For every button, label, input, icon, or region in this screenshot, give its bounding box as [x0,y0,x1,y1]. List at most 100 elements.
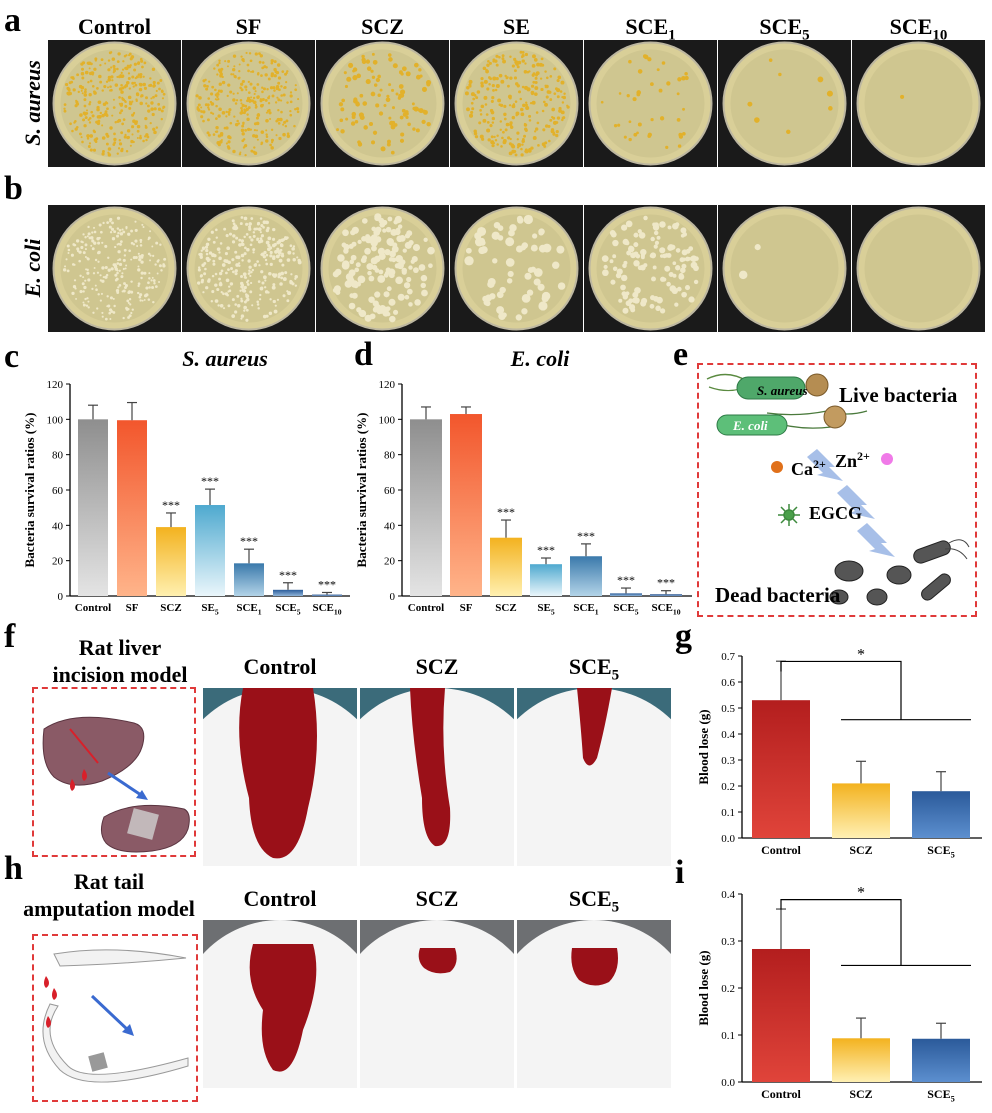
category-label: SCE5 [927,1087,955,1104]
bar [832,783,890,838]
tick-label: 20 [384,556,396,568]
bar [490,537,522,596]
tail-photos-photo-1 [360,920,514,1088]
plates-a-plate-0 [48,40,181,167]
tick-label: 20 [52,556,64,568]
bar [832,1038,890,1082]
row-label-e-coli: E. coli [20,238,45,298]
category-label: SCZ [495,602,516,614]
plate-col-label-2: SCZ [361,14,404,39]
category-label: SF [126,602,139,614]
tail-photos-photo-0 [203,920,357,1088]
plates-a-plate-6 [852,40,985,167]
plates-b-plate-4 [584,205,717,332]
panel-letter-e: e [673,336,689,373]
tick-label: 60 [384,485,396,497]
bar [450,414,482,596]
plate-col-label-6: SCE10 [889,14,948,44]
tick-label: 0.0 [721,1077,735,1089]
panel-letter-i: i [675,854,685,891]
liver-photos-photo-0 [203,688,357,866]
plate-col-label-3: SE [503,14,530,39]
tick-label: 40 [52,520,64,532]
bar [156,527,186,596]
category-label: SCZ [160,602,181,614]
tick-label: 0 [390,591,396,603]
tick-label: 0.3 [721,755,735,767]
significance-label: *** [240,534,258,548]
significance-star: * [857,646,865,663]
liver-photos-photo-1 [360,688,514,866]
plates-b-plate-5 [718,205,851,332]
schematic-illustration [706,373,970,606]
bar [650,594,682,596]
chart-d-title: E. coli [510,346,570,371]
bar [234,563,264,596]
tick-label: 0.0 [721,833,735,845]
category-label: SCE1 [573,602,598,616]
plate-col-label-4: SCE1 [625,14,676,44]
category-label: SE5 [201,602,218,616]
category-label: Control [408,602,444,614]
tick-label: 0 [58,591,64,603]
category-label: SE5 [537,602,554,616]
tick-label: 0.1 [721,807,735,819]
category-label: SCE5 [927,843,955,860]
chart-i-blood-loss-tail: 0.0 0.1 0.2 0.3 0.4 Blood lose (g) Control SCZ S… [696,885,982,1104]
significance-star: * [857,885,865,902]
plates-b-plate-1 [182,205,315,332]
significance-label: *** [537,543,555,557]
bar [78,419,108,596]
significance-label: *** [201,474,219,488]
tick-label: 0.6 [721,677,735,689]
bar [273,589,303,596]
label-s-aureus: S. aureus [757,383,808,398]
y-axis-label: Blood lose (g) [696,950,711,1025]
plates-a-plate-2 [316,40,449,167]
category-label: Control [75,602,111,614]
significance-label: *** [162,498,180,512]
chart-g-blood-loss-liver: 0.0 0.1 0.2 0.3 0.4 0.5 0.6 0.7 Blood lose (g) Co… [696,646,982,860]
tick-label: 40 [384,520,396,532]
bar [570,556,602,596]
label-live-bacteria: Live bacteria [839,383,958,407]
tick-label: 0.3 [721,936,735,948]
chart-c-survival-s-aureus: 0 20 40 60 80 100 120 Bacteria survival ratios … [22,379,350,616]
tick-label: 0.4 [721,729,735,741]
label-e-coli: E. coli [733,418,768,433]
bar [530,564,562,596]
tick-label: 0.2 [721,983,735,995]
significance-bracket [780,899,902,966]
bar [312,594,342,596]
tick-label: 100 [47,414,64,426]
panel-letter-a: a [4,2,21,39]
significance-bracket [780,660,902,720]
schematic-box: Live bacteria S. aureus E. coli Ca2+ Zn2… [697,363,977,617]
plates-a-plate-3 [450,40,583,167]
category-label: Control [761,843,801,857]
tick-label: 0.4 [721,889,735,901]
label-zn-ion: Zn2+ [835,449,870,471]
tick-label: 60 [52,485,64,497]
category-label: SCZ [849,843,872,857]
significance-label: *** [318,577,336,591]
bar [752,700,810,838]
liver-photos-label-1: SCZ [415,654,459,679]
liver-model-title: Rat liver incision model [52,635,188,687]
plates-b-plate-0 [48,205,181,332]
tick-label: 120 [379,379,396,391]
tail-photos-label-1: SCZ [415,886,459,911]
tick-label: 120 [47,379,64,391]
liver-photos-label-0: Control [243,654,317,679]
liver-photos-photo-2 [517,688,671,866]
significance-label: *** [577,529,595,543]
significance-label: *** [497,505,515,519]
category-label: SCE1 [236,602,261,616]
tick-label: 100 [379,414,396,426]
plates-b-plate-6 [852,205,985,332]
tail-photos-label-0: Control [243,886,317,911]
tick-label: 80 [384,450,396,462]
bar [410,419,442,596]
label-egcg: EGCG [809,503,863,523]
liver-photos-label-2: SCE5 [568,654,620,684]
